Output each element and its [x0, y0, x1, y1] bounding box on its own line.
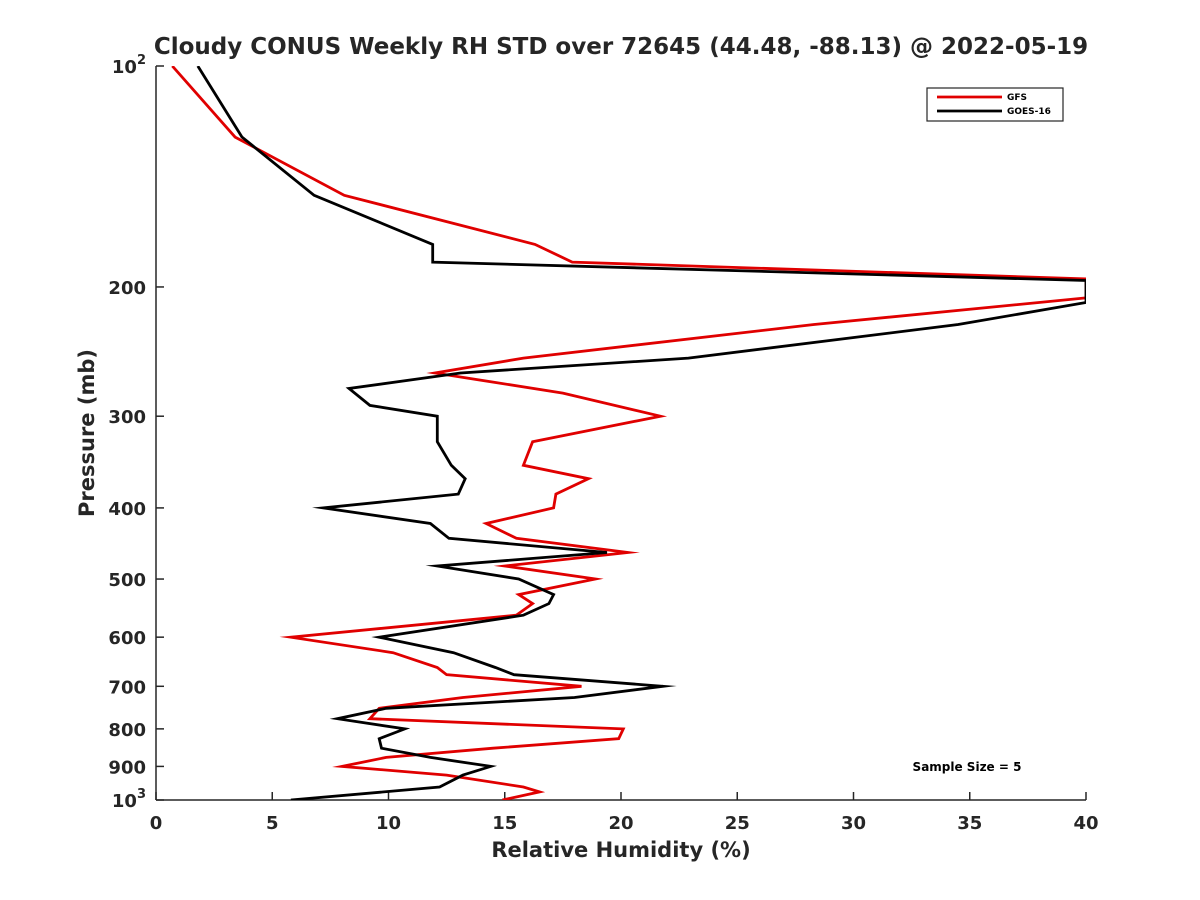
x-tick-label: 35: [957, 813, 982, 834]
series-line-goes-16: [196, 66, 1086, 800]
y-tick-label: 600: [108, 628, 146, 649]
sample-size-annotation: Sample Size = 5: [913, 760, 1022, 774]
x-axis-label: Relative Humidity (%): [491, 838, 750, 862]
x-tick-label: 10: [376, 813, 401, 834]
series-line-gfs: [171, 66, 1086, 800]
y-tick-label: 200: [108, 278, 146, 299]
legend: GFS GOES-16: [926, 87, 1064, 122]
y-tick-label: 103: [112, 787, 146, 812]
x-tick-label: 25: [725, 813, 750, 834]
y-tick-label: 400: [108, 499, 146, 520]
y-tick-label: 900: [108, 757, 146, 778]
x-tick-label: 30: [841, 813, 866, 834]
y-axis-label: Pressure (mb): [75, 349, 99, 517]
legend-label: GFS: [1007, 93, 1027, 103]
y-tick-label: 800: [108, 720, 146, 741]
x-tick-label: 0: [150, 813, 163, 834]
x-tick-label: 20: [608, 813, 633, 834]
series-group: [171, 66, 1086, 800]
y-tick-label: 500: [108, 570, 146, 591]
plot-area: 0 5 10 15 20 25 30 35 40 102 200 300 400 500 600 700 800…: [108, 53, 1098, 834]
chart-title: Cloudy CONUS Weekly RH STD over 72645 (4…: [154, 34, 1088, 60]
legend-label: GOES-16: [1007, 107, 1051, 117]
y-tick-label: 102: [112, 53, 146, 78]
y-tick-label: 700: [108, 677, 146, 698]
x-tick-label: 15: [492, 813, 517, 834]
x-tick-label: 40: [1073, 813, 1098, 834]
x-tick-label: 5: [266, 813, 279, 834]
legend-box: [926, 87, 1064, 122]
y-tick-label: 300: [108, 407, 146, 428]
